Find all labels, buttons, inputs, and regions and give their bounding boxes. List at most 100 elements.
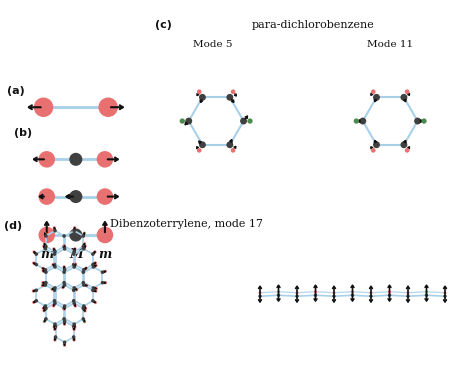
Circle shape (35, 253, 37, 255)
Circle shape (64, 248, 66, 250)
Circle shape (74, 305, 76, 307)
Circle shape (231, 90, 235, 93)
Circle shape (70, 154, 82, 165)
Circle shape (45, 235, 47, 237)
Circle shape (44, 321, 46, 322)
Circle shape (63, 282, 65, 284)
Circle shape (63, 318, 65, 320)
Circle shape (70, 191, 82, 202)
Circle shape (54, 287, 56, 289)
Text: (a): (a) (7, 86, 25, 96)
Circle shape (426, 294, 428, 296)
Circle shape (355, 119, 358, 123)
Circle shape (82, 284, 85, 286)
Circle shape (54, 227, 55, 229)
Text: para-dichlorobenzene: para-dichlorobenzene (252, 20, 374, 29)
Circle shape (372, 90, 375, 93)
Circle shape (35, 264, 37, 266)
Circle shape (415, 118, 420, 124)
Circle shape (83, 321, 85, 322)
Circle shape (95, 265, 97, 266)
Circle shape (54, 329, 55, 330)
Circle shape (63, 266, 65, 268)
Circle shape (227, 95, 233, 100)
Circle shape (84, 310, 86, 312)
Circle shape (259, 295, 261, 297)
Circle shape (54, 250, 56, 253)
Circle shape (64, 341, 66, 343)
Circle shape (73, 287, 75, 289)
Circle shape (54, 230, 56, 232)
Circle shape (84, 245, 86, 247)
Circle shape (73, 339, 75, 341)
Text: (b): (b) (14, 128, 32, 138)
Circle shape (94, 302, 96, 303)
Circle shape (92, 264, 94, 266)
Circle shape (63, 271, 65, 273)
Circle shape (99, 98, 117, 116)
Circle shape (39, 189, 55, 204)
Circle shape (44, 243, 46, 245)
Circle shape (259, 292, 261, 293)
Circle shape (73, 323, 75, 325)
Text: M: M (69, 248, 83, 261)
Circle shape (63, 235, 65, 237)
Circle shape (101, 271, 104, 273)
Circle shape (85, 267, 87, 269)
Circle shape (54, 253, 55, 255)
Circle shape (73, 253, 75, 255)
Circle shape (198, 149, 201, 152)
Circle shape (64, 308, 65, 310)
Circle shape (360, 118, 365, 124)
Circle shape (92, 287, 94, 289)
Circle shape (55, 336, 56, 338)
Circle shape (372, 149, 375, 152)
Circle shape (42, 267, 44, 269)
Circle shape (70, 229, 82, 241)
Circle shape (74, 326, 76, 328)
Circle shape (54, 323, 56, 325)
Circle shape (374, 95, 379, 100)
Circle shape (62, 286, 64, 288)
Circle shape (64, 323, 65, 325)
Circle shape (105, 282, 106, 284)
Circle shape (45, 282, 47, 284)
Circle shape (82, 235, 84, 237)
Circle shape (370, 295, 372, 297)
Circle shape (315, 294, 317, 296)
Circle shape (42, 270, 44, 272)
Circle shape (444, 292, 446, 293)
Circle shape (95, 290, 97, 292)
Circle shape (44, 269, 46, 271)
Circle shape (94, 251, 96, 253)
Circle shape (277, 294, 280, 296)
Circle shape (73, 326, 75, 327)
Circle shape (94, 262, 96, 264)
Circle shape (73, 289, 75, 291)
Circle shape (97, 228, 112, 242)
Circle shape (33, 290, 34, 292)
Circle shape (296, 295, 298, 297)
Circle shape (42, 282, 44, 284)
Circle shape (82, 282, 84, 284)
Circle shape (51, 288, 53, 290)
Circle shape (333, 295, 335, 297)
Circle shape (73, 302, 75, 304)
Circle shape (64, 344, 65, 346)
Circle shape (64, 284, 66, 286)
Circle shape (241, 118, 246, 124)
Circle shape (35, 98, 53, 116)
Circle shape (200, 95, 205, 100)
Circle shape (401, 95, 407, 100)
Circle shape (86, 285, 88, 286)
Circle shape (55, 326, 56, 327)
Circle shape (181, 119, 184, 123)
Circle shape (82, 305, 85, 307)
Circle shape (33, 301, 35, 303)
Circle shape (83, 232, 85, 234)
Circle shape (54, 266, 56, 268)
Text: m: m (98, 248, 111, 261)
Circle shape (45, 318, 47, 320)
Circle shape (407, 292, 409, 293)
Circle shape (64, 305, 66, 307)
